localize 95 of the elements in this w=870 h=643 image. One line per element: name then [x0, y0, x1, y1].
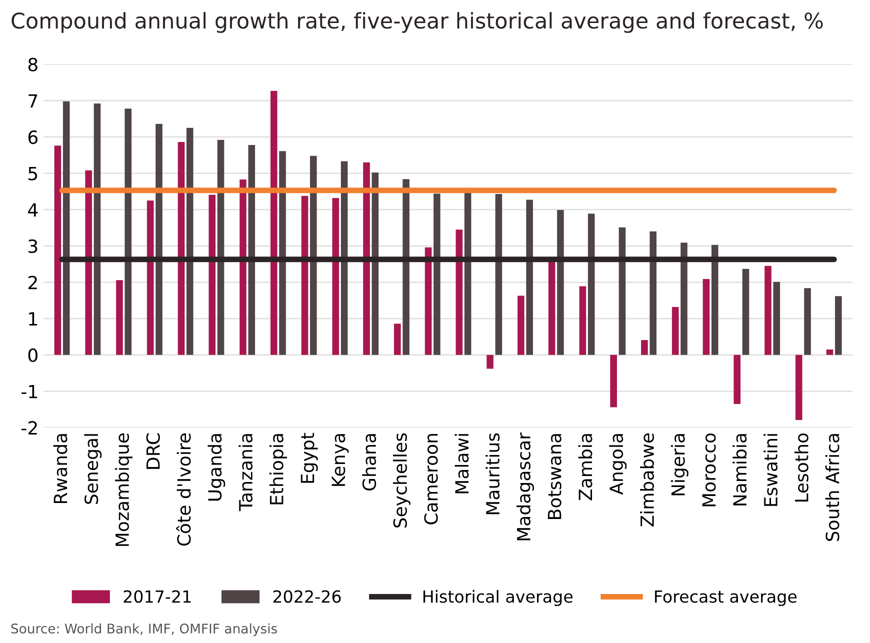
bar [610, 354, 617, 408]
x-tick-label: Uganda [208, 434, 226, 501]
bar [54, 146, 62, 355]
x-tick-label: Eswatini [764, 434, 778, 506]
bar [402, 179, 410, 355]
bar [94, 104, 101, 355]
y-tick-label: 1 [29, 312, 37, 326]
bar [579, 286, 586, 355]
bar [248, 144, 256, 355]
x-tick-label: Nigeria [670, 434, 688, 496]
x-tick-label: DRC [146, 433, 160, 469]
bar [742, 268, 750, 355]
bar [116, 280, 123, 355]
y-tick-label: 4 [28, 203, 38, 216]
x-tick-label: Kenya [332, 434, 349, 486]
legend-label: 2022-26 [273, 590, 341, 603]
bar [456, 230, 463, 355]
bar [332, 198, 340, 355]
x-tick-label: Namibia [732, 434, 747, 506]
legend-label: 2017-21 [124, 590, 191, 603]
bar [773, 282, 780, 355]
bar [394, 324, 401, 355]
y-tick-label: -2 [22, 421, 37, 434]
bar [85, 170, 92, 355]
bar [557, 210, 564, 355]
y-tick-label: -1 [22, 384, 37, 398]
y-tick-label: 3 [28, 239, 38, 254]
y-tick-label: 6 [28, 130, 38, 144]
x-tick-label: Mauritius [486, 433, 500, 514]
x-tick-label: Egypt [300, 432, 318, 483]
bar [526, 200, 533, 355]
bar [310, 156, 317, 355]
bar [486, 354, 494, 369]
bar [363, 162, 370, 355]
x-tick-label: Ghana [362, 434, 376, 490]
y-tick-label: 2 [28, 276, 37, 290]
bar [156, 124, 162, 355]
chart-title: Compound annual growth rate, five-year historical average and forecast, % [12, 12, 823, 33]
bar [424, 247, 432, 355]
source-note: Source: World Bank, IMF, OMFIF analysis [11, 623, 277, 636]
x-tick-label: South Africa [825, 434, 840, 541]
x-tick-label: Mozambique [115, 433, 133, 546]
bar [124, 108, 132, 355]
bar [372, 172, 379, 355]
y-tick-label: 7 [28, 94, 38, 108]
x-tick-label: Malawi [454, 434, 469, 494]
bar [618, 227, 626, 355]
bar [548, 261, 556, 355]
bar [804, 288, 811, 355]
x-tick-label: Botswana [548, 434, 562, 519]
bar [588, 214, 595, 355]
y-tick-label: 5 [28, 166, 38, 180]
x-tick-label: Ethiopia [269, 434, 287, 504]
bar [764, 266, 772, 355]
legend-label: Historical average [423, 590, 573, 606]
bar [711, 244, 718, 355]
bar [208, 194, 216, 355]
bar [340, 161, 348, 355]
x-tick-label: Zimbabwe [640, 433, 654, 526]
x-tick-label: Tanzania [238, 434, 253, 512]
legend-label: Forecast average [655, 590, 797, 606]
bar [217, 140, 224, 355]
x-tick-label: Zambia [578, 434, 592, 500]
x-tick-label: Senegal [84, 434, 102, 504]
y-tick-label: 0 [28, 348, 38, 362]
bar [826, 349, 834, 355]
bar [518, 296, 524, 355]
bar [672, 306, 679, 355]
bar [146, 200, 154, 355]
y-tick-label: 8 [28, 58, 38, 72]
bar [240, 179, 246, 355]
bar [178, 142, 185, 355]
bar [650, 231, 656, 355]
bar [734, 354, 740, 404]
bar [495, 194, 502, 355]
x-tick-label: Lesotho [794, 433, 808, 502]
bar [680, 242, 688, 355]
bar [434, 194, 440, 355]
bar [641, 340, 648, 355]
bar [795, 354, 802, 420]
x-tick-label: Cameroon [424, 434, 438, 524]
bar [301, 196, 308, 355]
bar [464, 192, 472, 355]
bar [834, 296, 842, 355]
x-tick-label: Madagascar [516, 432, 534, 540]
x-tick-label: Seychelles [392, 433, 410, 528]
bar [702, 279, 710, 355]
bar [270, 90, 278, 355]
bar [279, 151, 286, 355]
x-tick-label: Angola [609, 434, 627, 495]
x-tick-label: Rwanda [53, 434, 68, 504]
x-tick-label: Côte d'Ivoire [176, 433, 191, 546]
bar [62, 101, 70, 355]
x-tick-label: Morocco [702, 433, 716, 506]
bar [186, 128, 194, 355]
